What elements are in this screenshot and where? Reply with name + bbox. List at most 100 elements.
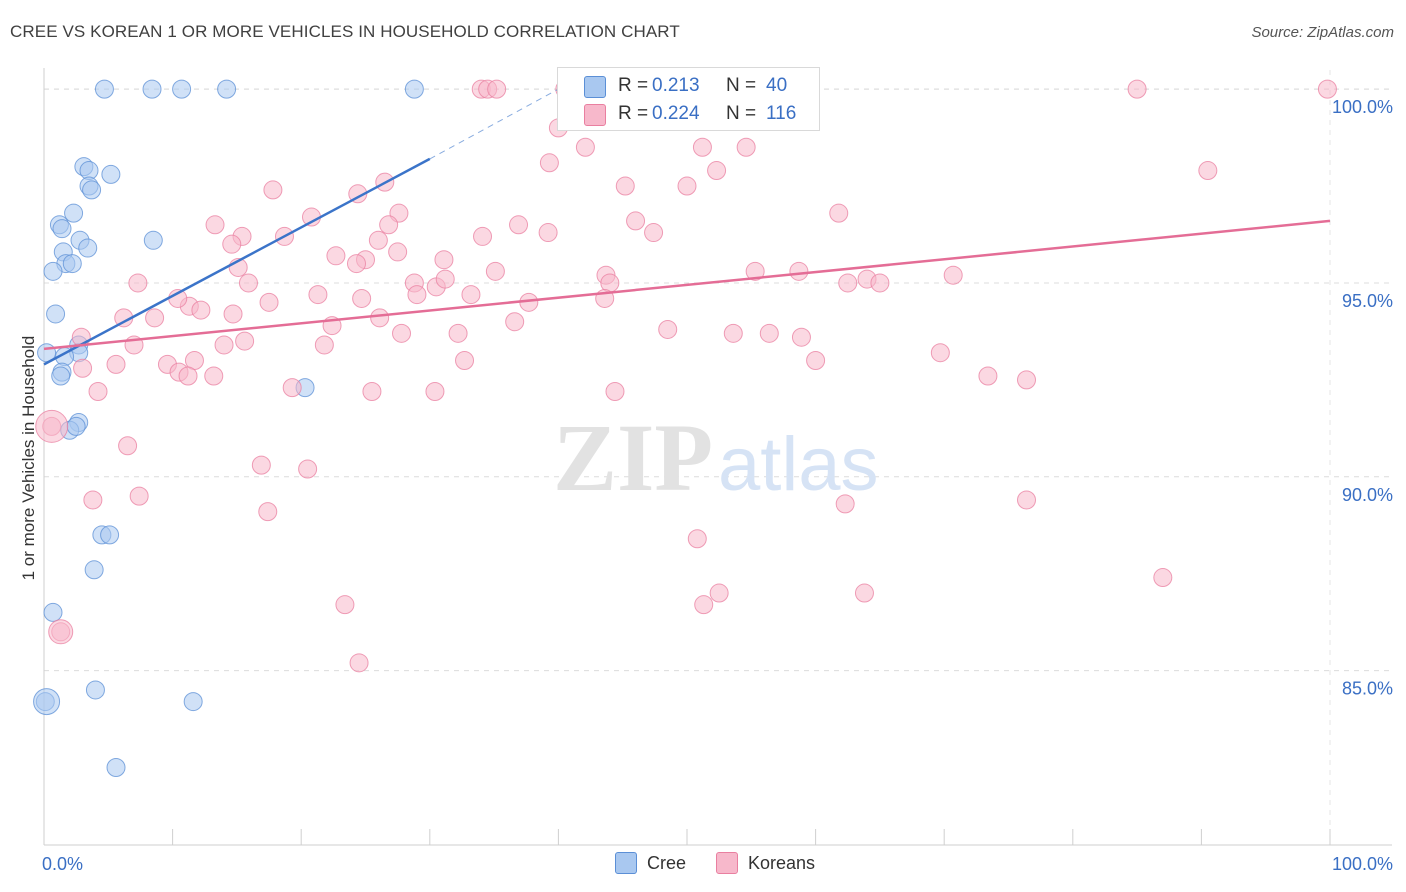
koreans-point (1153, 568, 1173, 588)
koreans-point (407, 285, 427, 305)
cree-point (43, 602, 63, 622)
koreans-point (854, 583, 874, 603)
koreans-point (485, 261, 505, 281)
koreans-point (1017, 490, 1037, 510)
y-tick-label: 100.0% (1332, 97, 1393, 117)
watermark: ZIP atlas (553, 404, 879, 511)
koreans-point (658, 319, 678, 339)
y-tick-label: 85.0% (1342, 679, 1393, 699)
koreans-point (1017, 370, 1037, 390)
cree-point (82, 180, 102, 200)
cree-point (52, 219, 72, 239)
koreans-point (539, 153, 559, 173)
koreans-point (204, 366, 224, 386)
koreans-point (88, 381, 108, 401)
cree-point (78, 238, 98, 258)
cree-point (142, 79, 162, 99)
chart-title: CREE VS KOREAN 1 OR MORE VEHICLES IN HOU… (10, 22, 680, 41)
koreans-point (615, 176, 635, 196)
watermark-zip: ZIP (553, 404, 713, 511)
koreans-point (73, 358, 93, 378)
koreans-trend-line (43, 219, 1331, 351)
cree-point (94, 79, 114, 99)
koreans-swatch (584, 104, 606, 126)
stats-row-cree: R = 0.213 N = 40 (558, 71, 819, 101)
koreans-point (745, 261, 765, 281)
cree-point (85, 680, 105, 700)
koreans-point (362, 381, 382, 401)
koreans-point (838, 273, 858, 293)
watermark-atlas: atlas (718, 422, 879, 507)
koreans-point (263, 180, 283, 200)
legend-item-cree: Cree (615, 852, 686, 874)
koreans-point (388, 242, 408, 262)
koreans-point (791, 327, 811, 347)
koreans-point (425, 381, 445, 401)
koreans-point (205, 215, 225, 235)
koreans-point (118, 436, 138, 456)
cree-swatch (584, 76, 606, 98)
cree-point (62, 254, 82, 274)
cree-trend-extension (429, 88, 559, 160)
koreans-r-label: R = (618, 103, 649, 124)
legend-cree-label: Cree (647, 852, 687, 873)
koreans-point (806, 350, 826, 370)
y-tick-label: 90.0% (1342, 485, 1393, 505)
koreans-point (301, 207, 321, 227)
koreans-point (352, 288, 372, 308)
koreans-point (326, 246, 346, 266)
koreans-point (692, 137, 712, 157)
koreans-point (191, 300, 211, 320)
cree-point (404, 79, 424, 99)
cree-point (172, 79, 192, 99)
koreans-point (258, 502, 278, 522)
koreans-point (709, 583, 729, 603)
axes-layer: 85.0% 90.0% 95.0% 100.0% 0.0% 100.0% (42, 68, 1393, 874)
trend-layer (43, 88, 1331, 366)
koreans-point (128, 273, 148, 293)
koreans-point (487, 79, 507, 99)
cree-n-label: N = (726, 75, 757, 96)
koreans-point (346, 254, 366, 274)
koreans-point (829, 203, 849, 223)
koreans-point (870, 273, 890, 293)
x-tick-label: 0.0% (42, 854, 83, 874)
koreans-point (509, 215, 529, 235)
koreans-point (736, 137, 756, 157)
koreans-point (223, 304, 243, 324)
koreans-point (83, 490, 103, 510)
koreans-point (314, 335, 334, 355)
koreans-point (178, 366, 198, 386)
cree-n-value: 40 (766, 75, 788, 96)
legend-koreans-swatch (716, 852, 739, 874)
koreans-point (48, 619, 74, 645)
koreans-point (238, 273, 258, 293)
koreans-point (723, 323, 743, 343)
koreans-point (1198, 161, 1218, 181)
cree-point (51, 366, 71, 386)
koreans-point (835, 494, 855, 514)
koreans-point (538, 223, 558, 243)
cree-point (66, 416, 86, 436)
cree-r-label: R = (618, 75, 649, 96)
koreans-point (282, 378, 302, 398)
stats-legend: R = 0.213 N = 40 R = 0.224 N = 116 (557, 67, 820, 131)
y-tick-label: 95.0% (1342, 291, 1393, 311)
koreans-point (435, 269, 455, 289)
koreans-point (349, 653, 369, 673)
koreans-point (368, 230, 388, 250)
koreans-point (129, 486, 149, 506)
source-label: Source: ZipAtlas.com (1251, 24, 1394, 41)
cree-point (64, 203, 84, 223)
koreans-point (251, 455, 271, 475)
y-axis-label: 1 or more Vehicles in Household (19, 336, 38, 581)
cree-r-value: 0.213 (652, 75, 700, 96)
koreans-point (214, 335, 234, 355)
koreans-point (145, 308, 165, 328)
koreans-point (461, 285, 481, 305)
cree-point (84, 560, 104, 580)
cree-point (143, 230, 163, 250)
cree-trend-line (43, 157, 431, 366)
koreans-point (694, 595, 714, 615)
koreans-point (308, 285, 328, 305)
